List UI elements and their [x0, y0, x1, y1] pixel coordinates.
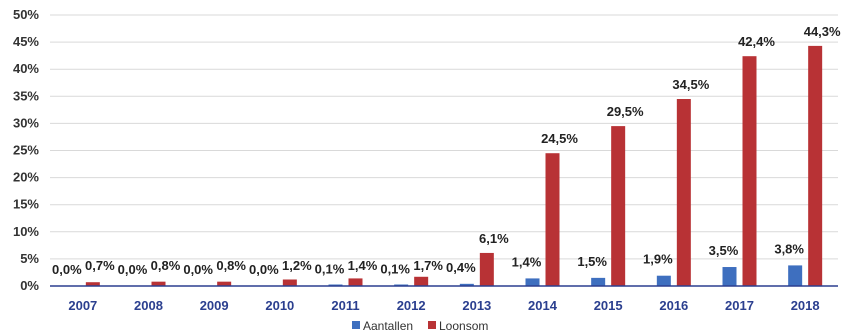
legend-swatch-aantallen	[352, 321, 360, 329]
y-tick-label: 45%	[13, 34, 39, 49]
data-label-loonsom: 1,7%	[413, 258, 443, 273]
gridlines	[50, 14, 838, 260]
data-label-aantallen: 1,4%	[512, 254, 542, 269]
bar-loonsom-2013	[479, 252, 494, 286]
y-tick-label: 20%	[13, 170, 39, 185]
bar-loonsom-2012	[414, 276, 429, 286]
data-label-aantallen: 0,1%	[315, 261, 345, 276]
bar-aantallen-2013	[459, 283, 474, 286]
y-tick-label: 50%	[13, 7, 39, 22]
data-label-aantallen: 1,5%	[577, 254, 607, 269]
bar-loonsom-2010	[282, 279, 297, 286]
data-label-loonsom: 34,5%	[672, 77, 709, 92]
bar-aantallen-2016	[656, 275, 671, 286]
bars	[85, 45, 823, 287]
legend-swatch-loonsom	[428, 321, 436, 329]
bar-loonsom-2017	[742, 56, 757, 286]
data-label-aantallen: 3,5%	[709, 243, 739, 258]
y-tick-label: 15%	[13, 197, 39, 212]
data-label-loonsom: 29,5%	[607, 104, 644, 119]
data-label-aantallen: 0,1%	[380, 261, 410, 276]
data-label-loonsom: 0,8%	[216, 258, 246, 273]
data-label-aantallen: 0,0%	[249, 262, 279, 277]
data-label-aantallen: 0,0%	[52, 262, 82, 277]
x-tick-label: 2011	[331, 298, 359, 313]
data-label-aantallen: 0,0%	[183, 262, 213, 277]
bar-loonsom-2008	[151, 281, 166, 286]
data-label-loonsom: 6,1%	[479, 231, 509, 246]
x-tick-label: 2018	[791, 298, 820, 313]
y-tick-label: 10%	[13, 224, 39, 239]
bar-loonsom-2009	[217, 281, 232, 286]
bar-loonsom-2007	[85, 282, 100, 286]
bar-loonsom-2016	[676, 99, 691, 286]
legend-label-aantallen: Aantallen	[363, 319, 413, 333]
legend-label-loonsom: Loonsom	[439, 319, 488, 333]
data-label-loonsom: 44,3%	[804, 24, 841, 39]
y-tick-label: 25%	[13, 143, 39, 158]
bar-loonsom-2014	[545, 153, 560, 286]
data-label-aantallen: 0,0%	[118, 262, 148, 277]
x-tick-label: 2016	[659, 298, 688, 313]
x-tick-label: 2010	[265, 298, 294, 313]
data-label-loonsom: 0,8%	[151, 258, 181, 273]
bar-aantallen-2017	[722, 267, 737, 286]
x-tick-label: 2007	[68, 298, 97, 313]
x-tick-label: 2013	[462, 298, 491, 313]
bar-loonsom-2011	[348, 278, 363, 286]
data-label-loonsom: 42,4%	[738, 34, 775, 49]
data-label-loonsom: 24,5%	[541, 131, 578, 146]
y-tick-label: 5%	[20, 251, 39, 266]
data-labels: 0,0% 0,7% 0,0% 0,8% 0,0% 0,8% 0,0% 1,2% 0,1% 1,4%…	[52, 24, 841, 277]
x-tick-label: 2015	[594, 298, 623, 313]
y-axis: 0% 5% 10% 15% 20% 25% 30% 35% 40% 45% 50%	[13, 7, 39, 293]
x-tick-label: 2017	[725, 298, 754, 313]
y-tick-label: 30%	[13, 115, 39, 130]
x-tick-label: 2012	[397, 298, 426, 313]
data-label-aantallen: 1,9%	[643, 252, 673, 267]
y-tick-label: 40%	[13, 61, 39, 76]
x-tick-label: 2009	[200, 298, 229, 313]
bar-aantallen-2015	[591, 277, 606, 286]
x-axis: 2007 2008 2009 2010 2011 2012 2013 2014 2015 2016…	[50, 285, 838, 313]
data-label-loonsom: 1,4%	[348, 258, 378, 273]
bar-loonsom-2018	[808, 45, 823, 287]
bar-loonsom-2015	[611, 126, 626, 286]
bar-aantallen-2014	[525, 278, 540, 286]
data-label-aantallen: 3,8%	[774, 241, 804, 256]
legend: Aantallen Loonsom	[352, 319, 488, 333]
x-tick-label: 2014	[528, 298, 558, 313]
data-label-loonsom: 1,2%	[282, 258, 312, 273]
y-tick-label: 0%	[20, 278, 39, 293]
bar-aantallen-2018	[788, 265, 803, 286]
y-tick-label: 35%	[13, 88, 39, 103]
data-label-loonsom: 0,7%	[85, 258, 115, 273]
x-tick-label: 2008	[134, 298, 163, 313]
data-label-aantallen: 0,4%	[446, 260, 476, 275]
